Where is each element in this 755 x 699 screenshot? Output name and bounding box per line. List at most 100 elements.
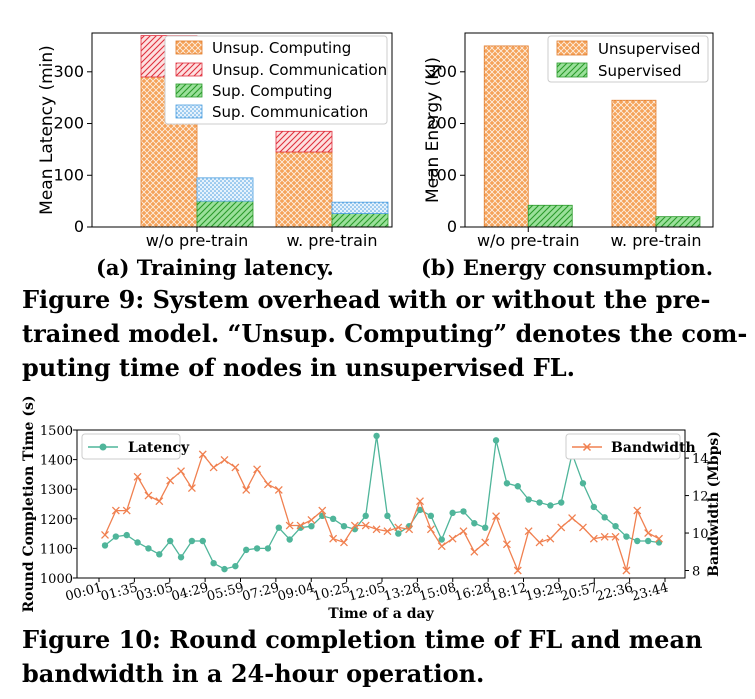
chart-c-xtick-label: 16:28 [453,580,493,604]
chart-b-legend: Unsupervised Supervised [547,35,709,83]
figure-9-caption-line-2: trained model. “Unsup. Computing” denote… [22,319,747,348]
point-latency [536,499,543,506]
chart-c-xtick-label: 12:05 [347,580,387,604]
bar-sup-communication-w-o-pre-train [196,177,254,202]
point-bandwidth [459,527,468,536]
point-latency [623,533,630,540]
point-latency [579,480,587,487]
chart-b-ylabel: Mean Energy (KJ) [423,57,443,203]
chart-c-xtick-label: 01:35 [99,580,139,604]
subcaption-b: (b) Energy consumption. [421,255,713,280]
point-latency [460,508,467,515]
point-bandwidth [394,523,403,532]
point-latency [601,514,608,521]
point-latency [221,565,228,573]
legend-label-sup-communication: Sup. Communication [212,103,368,121]
chart-c-legend-bandwidth: Bandwidth [565,433,696,460]
chart-b-x-ticks: w/o pre-train w. pre-train [477,227,701,250]
chart-c-xtick-label: 22:36 [595,580,635,604]
bar-sup-computing-w-pre-train [331,213,389,228]
point-bandwidth [568,514,577,523]
chart-a-legend: Unsup. Computing Unsup. Communication Su… [164,35,388,125]
series-line-latency [104,435,660,570]
chart-a-ytick-label: 300 [53,62,84,81]
figure-9-caption-line-3: puting time of nodes in unsupervised FL. [22,353,575,382]
bar-unsupervised-w-pre-train [611,99,657,228]
chart-c-legend-latency-box [81,433,181,460]
chart-c-xtick-label: 04:29 [170,580,210,604]
point-bandwidth [263,480,272,489]
chart-b-xtick-label: w. pre-train [610,231,701,250]
point-latency [525,496,532,503]
bar-sup-computing-w-o-pre-train [196,200,254,228]
chart-c-ytick-label: 1100 [40,542,73,557]
point-latency [101,542,109,549]
legend-label-unsupervised: Unsupervised [598,40,700,58]
point-latency [308,523,315,530]
point-latency [384,512,391,520]
point-latency [199,537,206,545]
point-latency [286,536,293,543]
chart-c-y2label: Bandwidth (Mbps) [706,431,722,577]
legend-label-unsup-computing: Unsup. Computing [212,39,351,57]
point-bandwidth [557,523,566,532]
legend-swatch-unsup-communication [175,62,203,77]
chart-a-frame [91,32,393,228]
point-latency [449,509,456,517]
point-latency [644,537,652,545]
point-latency [329,515,337,522]
point-latency [634,537,641,545]
legend-label-bandwidth: Bandwidth [611,440,696,456]
point-bandwidth [524,527,533,536]
chart-b-bars [483,45,701,228]
point-latency [123,531,130,539]
chart-c-y-ticks: 1000 1100 1200 1300 1400 1500 [40,424,77,587]
chart-a: 0 100 200 300 w/o pre-train w. pre-train Mea… [37,32,393,280]
point-bandwidth [361,521,370,530]
legend-swatch-sup-computing [175,83,203,98]
chart-b-frame [464,32,714,228]
chart-c-xtick-label: 23:44 [630,580,670,604]
point-bandwidth [405,525,414,534]
chart-c-ylabel: Round Completion Time (s) [21,396,37,613]
point-bandwidth [448,534,457,543]
figure-10-caption: Figure 10: Round completion time of FL a… [22,625,702,688]
chart-c-ytick-label: 1300 [40,483,73,498]
point-latency [156,551,163,558]
point-bandwidth [470,547,479,556]
chart-c-xtick-label: 05:59 [205,580,245,604]
point-latency [264,545,272,552]
chart-c-xtick-label: 13:28 [382,580,422,604]
chart-c-xtick-label: 03:05 [135,580,175,604]
point-latency [177,554,185,561]
point-bandwidth [231,463,240,472]
point-bandwidth [166,476,175,485]
point-bandwidth [589,534,598,543]
chart-c-xtick-label: 20:57 [559,580,599,604]
bar-unsupervised-w-o-pre-train [483,45,529,228]
point-latency [416,506,424,514]
point-latency [112,533,120,540]
chart-b-xtick-label: w/o pre-train [477,231,580,250]
point-latency [558,499,565,506]
figure-10-caption-line-2: bandwidth in a 24-hour operation. [22,659,484,688]
point-bandwidth [513,566,522,575]
chart-a-ytick-label: 200 [53,114,84,133]
point-latency [188,537,196,545]
point-bandwidth [622,566,631,575]
point-bandwidth [655,534,663,543]
point-latency [210,560,217,567]
figure-10-caption-line-1: Figure 10: Round completion time of FL a… [22,625,702,654]
chart-c-xtick-label: 18:12 [488,580,528,604]
point-latency [166,537,174,545]
point-bandwidth [502,540,511,549]
bar-unsup-computing-w-pre-train [275,151,333,228]
point-latency [373,432,380,440]
bar-supervised-w-o-pre-train [527,204,573,228]
point-bandwidth [307,515,316,524]
point-latency [612,523,619,530]
chart-c-legend-latency: Latency [81,433,190,460]
chart-c-y2-ticks: 8 10 12 14 [685,452,709,580]
point-bandwidth [187,484,196,493]
